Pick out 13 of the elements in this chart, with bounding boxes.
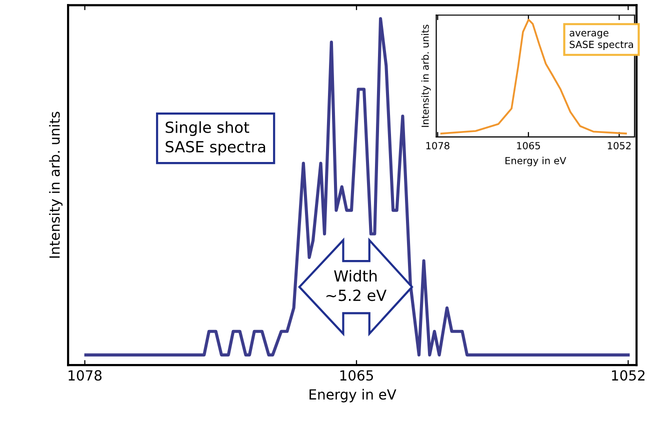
- x-tick-label: 1065: [517, 142, 540, 150]
- x-axis-title: Energy in eV: [310, 388, 396, 402]
- x-tick-label: 1078: [426, 142, 450, 150]
- x-tick-label: 1078: [68, 370, 102, 381]
- annotation: Width ~5.2 eV: [326, 270, 386, 302]
- x-axis-title: Energy in eV: [506, 156, 566, 166]
- x-tick-label: 1052: [612, 370, 644, 381]
- annotation: Single shot SASE spectra: [166, 121, 266, 156]
- annotation: average SASE spectra: [570, 30, 633, 50]
- y-axis-title: Intensity in arb. units: [49, 112, 63, 258]
- y-axis-title: Intensity in arb. units: [421, 24, 431, 127]
- x-tick-label: 1065: [340, 370, 373, 381]
- x-tick-label: 1052: [608, 142, 631, 150]
